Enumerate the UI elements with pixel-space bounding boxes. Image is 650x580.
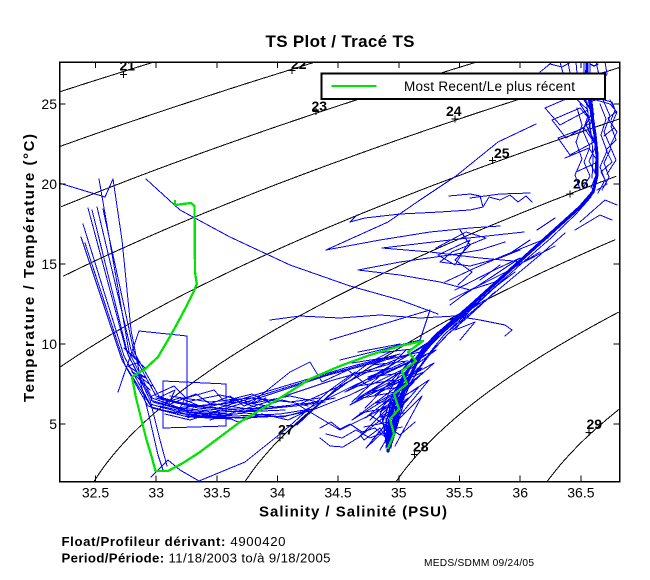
- svg-text:5: 5: [49, 416, 57, 432]
- svg-text:Period/Période: 11/18/2003 to: Period/Période: 11/18/2003 to/à 9/18/200…: [62, 551, 331, 566]
- svg-text:Float/Profileur dérivant: 4900: Float/Profileur dérivant: 4900420: [62, 534, 286, 549]
- svg-text:33.5: 33.5: [203, 485, 230, 501]
- svg-text:25: 25: [494, 145, 510, 161]
- svg-text:10: 10: [41, 336, 57, 352]
- svg-text:24: 24: [446, 103, 462, 119]
- svg-text:15: 15: [41, 256, 57, 272]
- svg-text:22: 22: [291, 56, 307, 72]
- svg-text:Temperature / Température (°C): Temperature / Température (°C): [21, 134, 38, 402]
- svg-text:26: 26: [573, 176, 589, 192]
- svg-text:25: 25: [41, 96, 57, 112]
- svg-text:Salinity / Salinité (PSU): Salinity / Salinité (PSU): [259, 504, 447, 521]
- svg-text:TS Plot / Tracé TS: TS Plot / Tracé TS: [266, 32, 415, 51]
- svg-text:MEDS/SDMM 09/24/05: MEDS/SDMM 09/24/05: [424, 558, 534, 569]
- svg-text:23: 23: [312, 98, 328, 114]
- svg-text:35: 35: [391, 485, 407, 501]
- svg-text:33: 33: [148, 485, 164, 501]
- svg-text:32.5: 32.5: [82, 485, 109, 501]
- svg-text:28: 28: [413, 439, 429, 455]
- svg-text:21: 21: [120, 58, 136, 74]
- svg-text:34: 34: [270, 485, 286, 501]
- svg-text:29: 29: [587, 416, 603, 432]
- svg-text:36: 36: [512, 485, 528, 501]
- svg-text:Most Recent/Le plus récent: Most Recent/Le plus récent: [404, 79, 575, 94]
- svg-text:35.5: 35.5: [446, 485, 473, 501]
- svg-text:36.5: 36.5: [567, 485, 594, 501]
- svg-text:20: 20: [41, 176, 57, 192]
- svg-text:34.5: 34.5: [324, 485, 351, 501]
